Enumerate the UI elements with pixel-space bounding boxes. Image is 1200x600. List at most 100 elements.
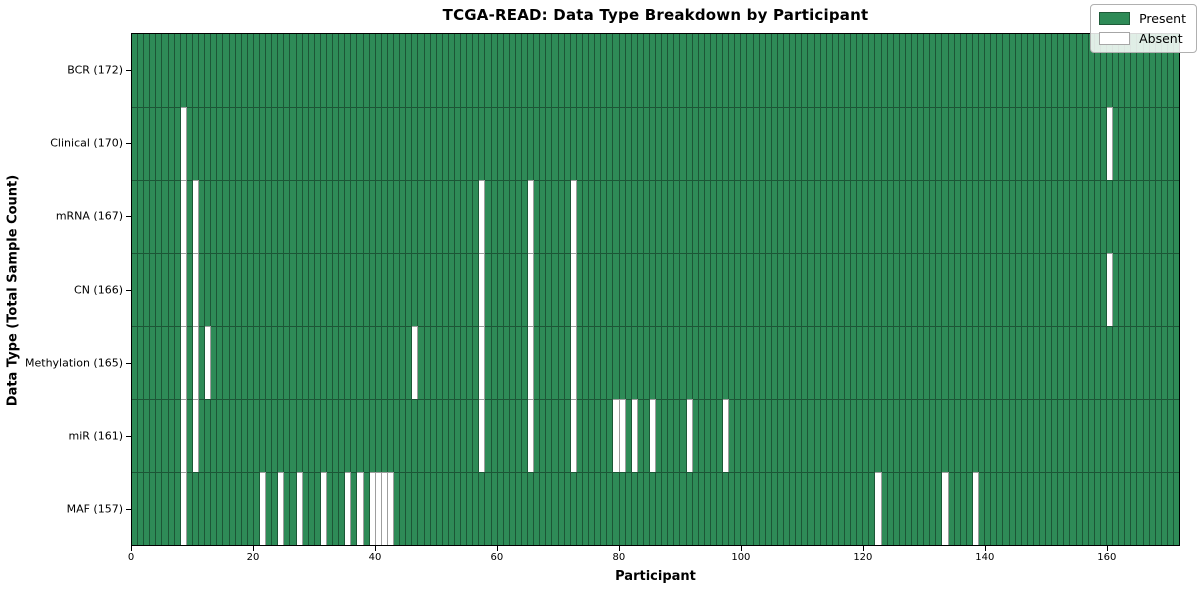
xtick-mark — [863, 546, 864, 551]
cell-absent — [192, 399, 200, 472]
cell-present — [765, 107, 772, 180]
cell-present — [735, 180, 742, 253]
cell-present — [1174, 107, 1180, 180]
cell-present — [717, 472, 724, 545]
cell-present — [406, 472, 413, 545]
cell-present — [156, 34, 163, 107]
cell-present — [942, 34, 949, 107]
cell-present — [290, 472, 297, 545]
cell-present — [454, 107, 462, 180]
cell-present — [680, 180, 687, 253]
cell-present — [515, 326, 522, 399]
cell-present — [1015, 253, 1022, 326]
cell-present — [558, 326, 565, 399]
cell-present — [284, 326, 291, 399]
cell-present — [643, 34, 650, 107]
cell-present — [363, 326, 370, 399]
cell-present — [838, 399, 845, 472]
cell-present — [808, 107, 815, 180]
cell-present — [637, 107, 644, 180]
cell-present — [881, 180, 888, 253]
cell-present — [448, 107, 455, 180]
cell-present — [777, 180, 785, 253]
cell-present — [400, 107, 407, 180]
cell-present — [851, 107, 858, 180]
cell-present — [1021, 253, 1028, 326]
cell-present — [698, 34, 705, 107]
cell-present — [522, 180, 529, 253]
cell-present — [723, 107, 730, 180]
cell-present — [162, 180, 169, 253]
cell-present — [320, 326, 327, 399]
cell-present — [735, 34, 742, 107]
cell-present — [905, 34, 912, 107]
cell-present — [1167, 472, 1175, 545]
cell-present — [808, 472, 815, 545]
cell-present — [814, 107, 821, 180]
cell-present — [1052, 472, 1059, 545]
cell-present — [168, 472, 175, 545]
cell-present — [235, 107, 242, 180]
cell-present — [912, 180, 919, 253]
cell-present — [747, 472, 754, 545]
cell-present — [972, 34, 980, 107]
cell-present — [564, 326, 571, 399]
cell-present — [259, 180, 267, 253]
cell-present — [643, 399, 650, 472]
cell-present — [1161, 472, 1168, 545]
cell-present — [1021, 180, 1028, 253]
cell-present — [534, 326, 541, 399]
cell-present — [1100, 180, 1107, 253]
legend: Present Absent — [1090, 4, 1197, 53]
cell-present — [1113, 107, 1120, 180]
cell-present — [595, 180, 602, 253]
cell-present — [217, 107, 224, 180]
cell-present — [1064, 34, 1071, 107]
cell-present — [686, 472, 693, 545]
cell-present — [753, 180, 760, 253]
cell-present — [479, 34, 486, 107]
cell-present — [960, 253, 967, 326]
cell-present — [936, 399, 943, 472]
cell-present — [613, 34, 620, 107]
cell-present — [954, 399, 961, 472]
cell-present — [314, 326, 321, 399]
cell-present — [186, 399, 193, 472]
cell-present — [418, 326, 425, 399]
cell-present — [674, 34, 681, 107]
cell-present — [387, 253, 395, 326]
cell-present — [156, 399, 163, 472]
cell-present — [1003, 399, 1010, 472]
cell-present — [869, 180, 876, 253]
cell-present — [918, 326, 925, 399]
heatmap-plot-area — [131, 33, 1180, 546]
cell-present — [589, 326, 596, 399]
cell-present — [1052, 107, 1059, 180]
cell-present — [138, 472, 145, 545]
cell-present — [247, 180, 254, 253]
xtick-label-40: 40 — [368, 552, 382, 563]
cell-present — [461, 399, 468, 472]
cell-present — [320, 34, 327, 107]
cell-present — [1058, 472, 1065, 545]
cell-present — [528, 107, 535, 180]
cell-present — [235, 326, 242, 399]
cell-present — [991, 472, 998, 545]
cell-present — [229, 34, 236, 107]
cell-present — [936, 180, 943, 253]
cell-present — [327, 107, 334, 180]
cell-present — [479, 472, 486, 545]
cell-absent — [375, 472, 382, 545]
cell-present — [844, 399, 852, 472]
cell-present — [589, 399, 596, 472]
cell-present — [394, 180, 401, 253]
xtick-label-140: 140 — [975, 552, 995, 563]
cell-present — [442, 180, 449, 253]
cell-absent — [180, 399, 187, 472]
cell-present — [863, 326, 870, 399]
cell-present — [558, 399, 565, 472]
cell-present — [936, 107, 943, 180]
cell-present — [680, 472, 687, 545]
cell-present — [278, 253, 285, 326]
cell-present — [253, 180, 260, 253]
